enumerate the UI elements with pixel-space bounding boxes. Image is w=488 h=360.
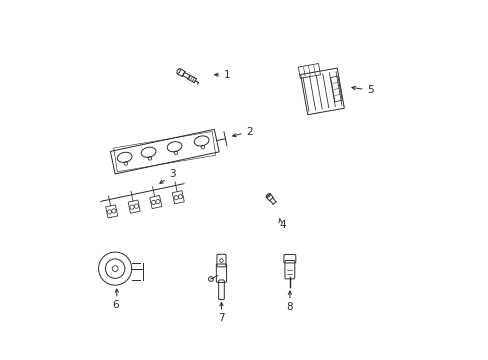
- Text: 2: 2: [232, 127, 253, 137]
- Text: 3: 3: [160, 169, 176, 184]
- Text: 4: 4: [279, 220, 285, 230]
- Text: 7: 7: [218, 313, 224, 323]
- Text: 5: 5: [351, 85, 373, 95]
- Text: 6: 6: [112, 300, 118, 310]
- Text: 1: 1: [214, 70, 230, 80]
- Text: 8: 8: [286, 302, 293, 312]
